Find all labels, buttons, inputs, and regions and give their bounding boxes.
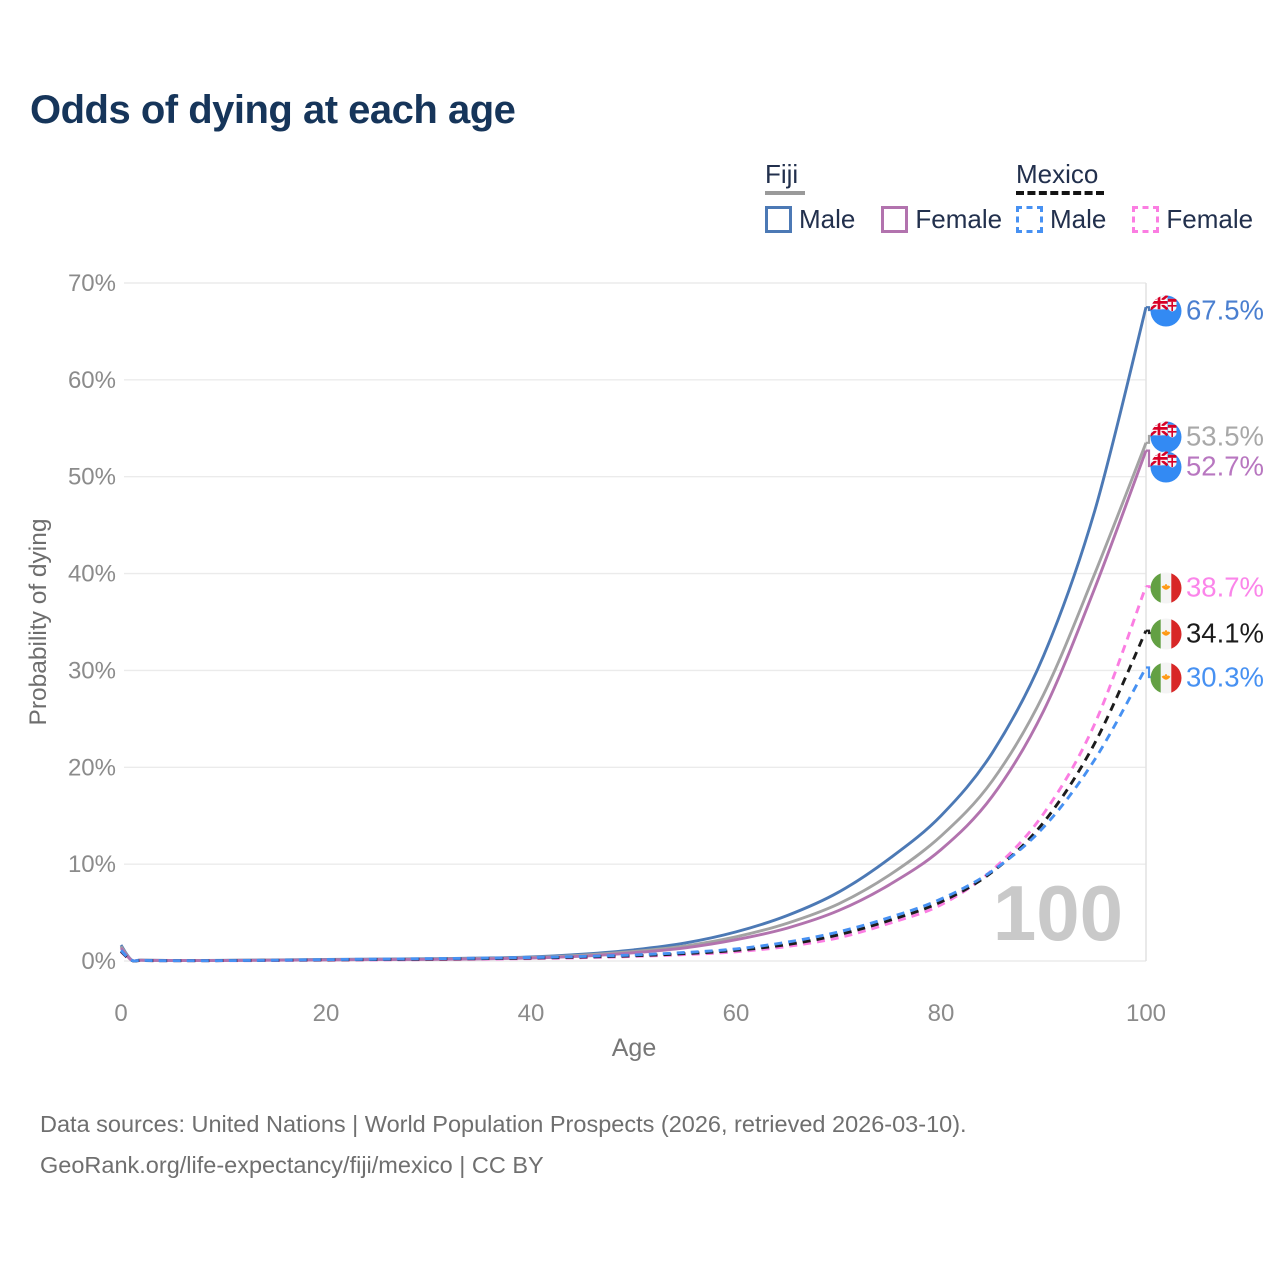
fiji-flag-icon — [1151, 422, 1182, 453]
x-tick-label: 60 — [723, 1000, 750, 1027]
y-tick-label: 30% — [68, 657, 116, 684]
legend-item-mexico-female[interactable]: Female — [1132, 204, 1253, 235]
legend-item-mexico-female-label: Female — [1166, 204, 1254, 234]
legend-country-mexico-label: Mexico — [1016, 159, 1099, 189]
gridlines — [124, 282, 1146, 962]
fiji-flag-icon — [1151, 296, 1182, 327]
legend-country-fiji: Fiji — [765, 160, 1002, 195]
y-axis-title: Probability of dying — [25, 518, 52, 725]
page-title: Odds of dying at each age — [30, 88, 516, 132]
end-label-mexico-female: 38.7% — [1186, 572, 1264, 603]
mexico-dashed-line-swatch — [1016, 191, 1104, 195]
y-tick-label: 10% — [68, 851, 116, 878]
x-axis-tick-labels: 0 20 40 60 80 100 — [114, 1000, 1166, 1027]
y-tick-label: 0% — [81, 948, 116, 975]
legend-item-mexico-male[interactable]: Male — [1016, 204, 1106, 235]
mexico-flag-icon — [1151, 663, 1182, 694]
series-line-mexico-male[interactable] — [119, 666, 1148, 963]
end-label-fiji-female: 52.7% — [1186, 451, 1264, 482]
y-tick-label: 60% — [68, 367, 116, 394]
hover-age-watermark: 100 — [993, 869, 1123, 957]
end-label-mexico-both: 34.1% — [1186, 618, 1264, 649]
end-label-connector — [1146, 449, 1152, 468]
mexico-female-swatch-icon — [1132, 206, 1160, 233]
fiji-solid-line-swatch — [765, 191, 805, 195]
end-label-fiji-male: 67.5% — [1186, 295, 1264, 326]
fiji-female-swatch-icon — [881, 206, 909, 233]
legend-item-fiji-male-label: Male — [799, 204, 856, 234]
mexico-male-swatch-icon — [1016, 206, 1043, 233]
end-label-connector — [1146, 629, 1152, 635]
x-tick-label: 80 — [928, 1000, 955, 1027]
end-label-connector — [1146, 666, 1152, 679]
footer-attribution: GeoRank.org/life-expectancy/fiji/mexico … — [40, 1152, 544, 1178]
y-tick-label: 70% — [68, 270, 116, 297]
legend-item-mexico-male-label: Male — [1050, 204, 1107, 234]
legend-item-fiji-female[interactable]: Female — [881, 204, 1002, 235]
y-tick-label: 40% — [68, 561, 116, 588]
end-label-connector — [1146, 585, 1152, 589]
x-tick-label: 40 — [518, 1000, 545, 1027]
end-label-fiji-both: 53.5% — [1186, 421, 1264, 452]
y-tick-label: 20% — [68, 754, 116, 781]
x-tick-label: 20 — [313, 1000, 340, 1027]
legend-item-fiji-female-label: Female — [915, 204, 1003, 234]
footer: Data sources: United Nations | World Pop… — [40, 1104, 967, 1186]
legend-group-mexico: Mexico Male Female — [1016, 160, 1253, 235]
x-tick-label: 100 — [1126, 1000, 1166, 1027]
fiji-male-swatch-icon — [765, 206, 792, 233]
series-curves — [119, 306, 1148, 963]
chart-plot: 100 0% 10% 20% 30% 40% 50% 60% 70% 0 20 40 60 80 100… — [25, 270, 1264, 1062]
legend-item-fiji-male[interactable]: Male — [765, 204, 855, 235]
legend-country-fiji-label: Fiji — [765, 159, 799, 189]
mexico-flag-icon — [1151, 619, 1182, 650]
end-label-connector — [1146, 306, 1152, 312]
fiji-flag-icon — [1151, 452, 1182, 483]
legend-group-fiji: Fiji Male Female — [765, 160, 1002, 235]
mexico-flag-icon — [1151, 573, 1182, 604]
y-tick-label: 50% — [68, 464, 116, 491]
series-end-labels: 67.5% 53.5%52.7% 38.7% 34.1% 30.3% — [1146, 295, 1264, 694]
series-line-fiji-male[interactable] — [119, 306, 1148, 963]
x-tick-label: 0 — [114, 1000, 127, 1027]
footer-data-sources: Data sources: United Nations | World Pop… — [40, 1111, 967, 1137]
end-label-connector — [1146, 434, 1152, 444]
x-axis-title: Age — [612, 1034, 656, 1062]
legend-country-mexico: Mexico — [1016, 160, 1253, 195]
end-label-mexico-male: 30.3% — [1186, 662, 1264, 693]
y-axis-tick-labels: 0% 10% 20% 30% 40% 50% 60% 70% — [68, 270, 116, 975]
